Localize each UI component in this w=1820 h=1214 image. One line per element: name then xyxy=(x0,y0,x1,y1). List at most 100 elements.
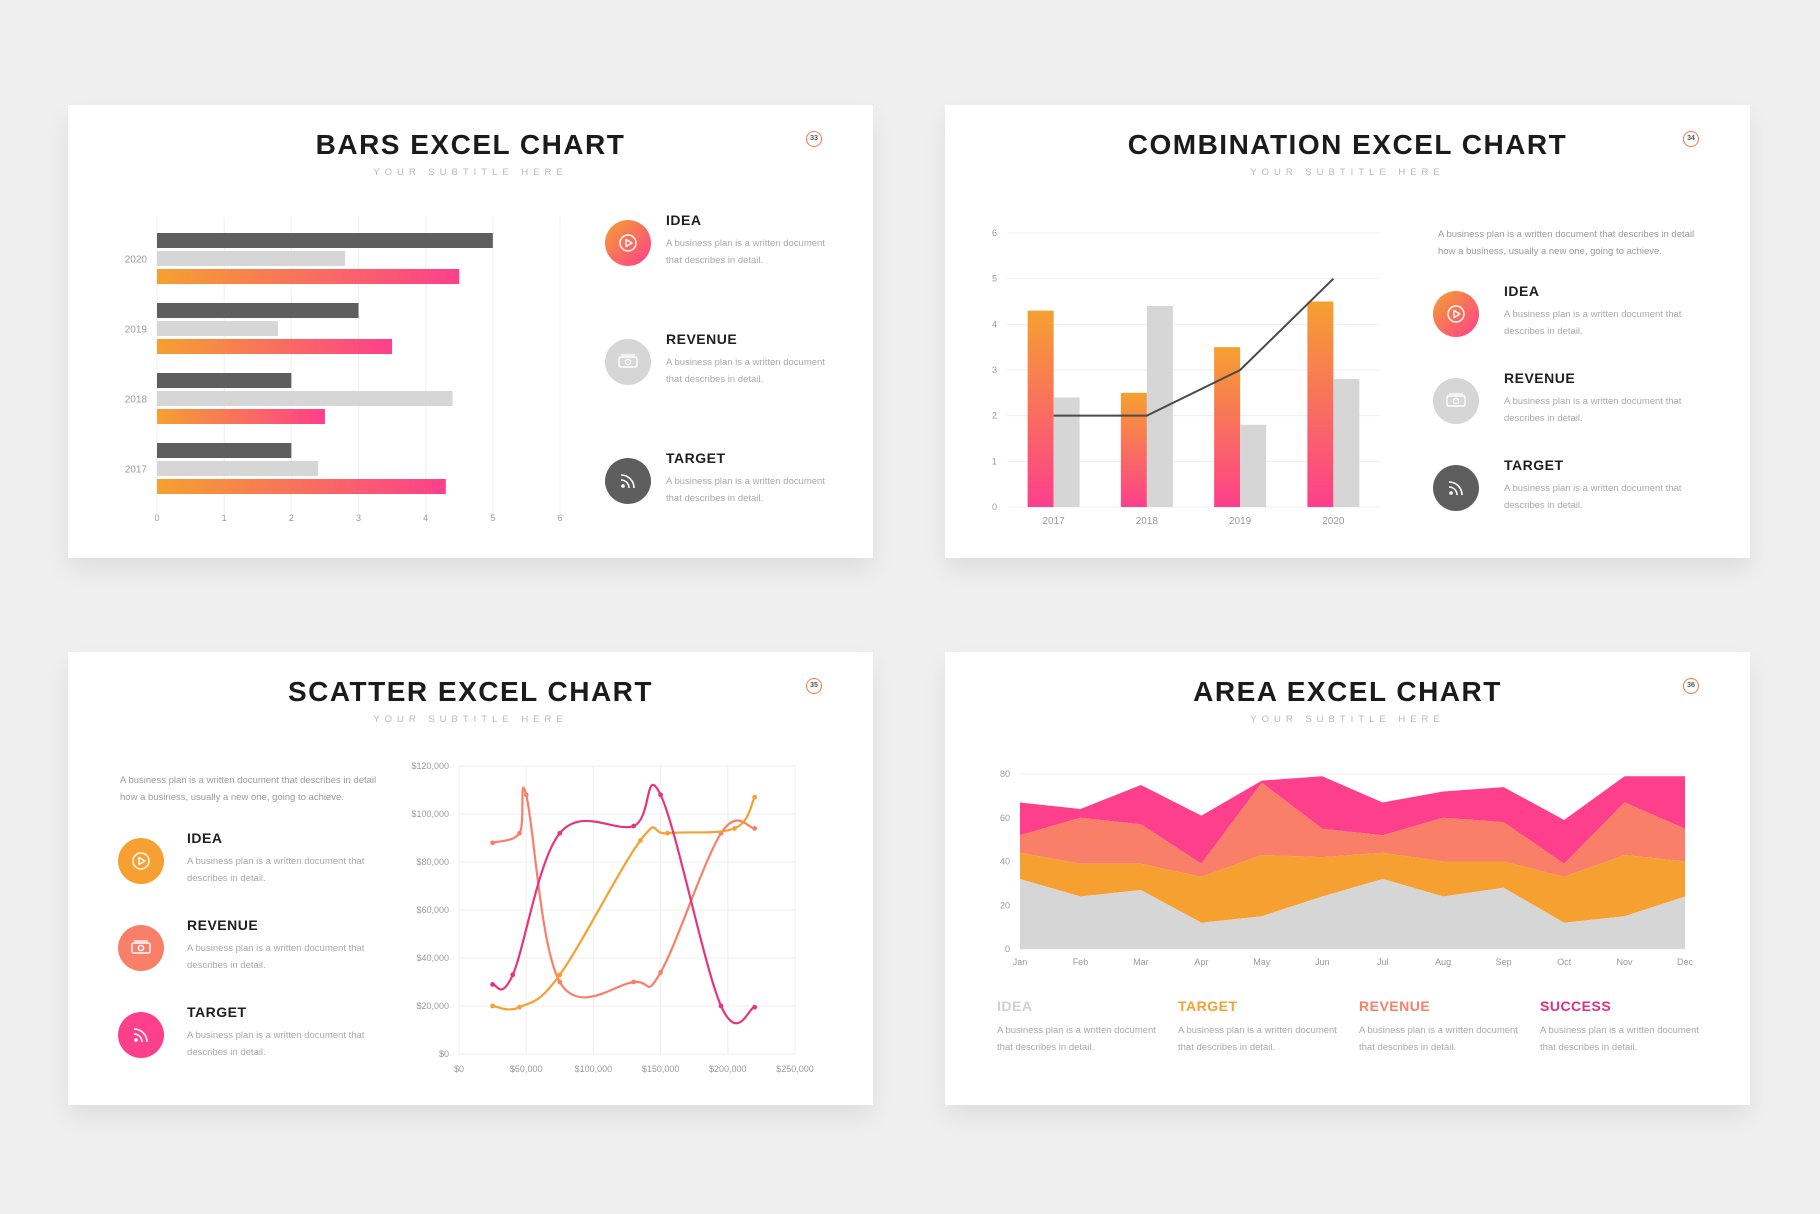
y-tick-label: $60,000 xyxy=(416,905,449,915)
legend-description: A business plan is a written document th… xyxy=(666,238,825,266)
x-tick-label: 5 xyxy=(490,513,495,523)
legend-title: TARGET xyxy=(187,1004,247,1020)
slide-subtitle: YOUR SUBTITLE HERE xyxy=(1250,714,1445,725)
x-tick-label: 2020 xyxy=(1322,516,1345,527)
bar xyxy=(1053,397,1080,507)
chart-description: A business plan is a written document th… xyxy=(1438,229,1695,257)
y-tick-label: 5 xyxy=(992,274,997,284)
y-tick-label: 2017 xyxy=(125,465,148,476)
x-tick-label: 2018 xyxy=(1136,516,1159,527)
page-number-badge: 33 xyxy=(806,131,822,147)
x-tick-label: Jun xyxy=(1315,957,1330,967)
rss-icon xyxy=(118,1012,164,1058)
slide-title: COMBINATION EXCEL CHART xyxy=(1127,129,1568,160)
data-point xyxy=(490,840,495,846)
bar xyxy=(1120,392,1147,507)
legend-description: A business plan is a written document th… xyxy=(1504,483,1682,511)
series-line xyxy=(492,784,756,1025)
x-tick-label: 2 xyxy=(289,513,294,523)
series-line xyxy=(1053,277,1335,417)
data-point xyxy=(752,826,758,831)
bars-chart: 0 1 2 3 4 5 6 2020 2019 2018 2017 xyxy=(125,217,563,523)
x-tick-label: Dec xyxy=(1677,957,1694,967)
x-tick-label: $50,000 xyxy=(510,1064,543,1074)
x-tick-label: Jan xyxy=(1013,957,1028,967)
slide-title: AREA EXCEL CHART xyxy=(1193,676,1502,707)
x-tick-label: Apr xyxy=(1194,957,1208,967)
x-tick-label: Sep xyxy=(1496,957,1512,967)
legend-title: IDEA xyxy=(997,998,1033,1014)
data-point xyxy=(490,1003,495,1009)
area-layer xyxy=(1020,782,1685,877)
x-tick-label: $100,000 xyxy=(575,1064,613,1074)
slide-title: BARS EXCEL CHART xyxy=(315,129,626,160)
page-number-badge: 35 xyxy=(806,678,822,694)
legend-description: A business plan is a written document th… xyxy=(1504,396,1682,424)
data-point xyxy=(658,970,663,975)
legend-title: REVENUE xyxy=(187,917,259,933)
legend-description: A business plan is a written document th… xyxy=(1540,1025,1699,1053)
x-tick-label: Nov xyxy=(1617,957,1634,967)
bar xyxy=(157,391,453,406)
data-point xyxy=(523,792,529,798)
data-point xyxy=(752,794,758,800)
bar xyxy=(157,373,292,388)
legend-title: IDEA xyxy=(187,830,223,846)
area-layer xyxy=(1020,879,1685,949)
data-point xyxy=(638,838,643,843)
data-point xyxy=(631,979,637,985)
y-tick-label: $20,000 xyxy=(416,1001,449,1011)
legend-description: A business plan is a written document th… xyxy=(1359,1025,1518,1053)
legend-description: A business plan is a written document th… xyxy=(666,476,825,504)
slide-subtitle: YOUR SUBTITLE HERE xyxy=(373,167,568,178)
bar xyxy=(1333,379,1360,507)
area-chart: 0 20 40 60 80 Jan Feb Mar Apr May Jun Jul Aug Sep Oct N… xyxy=(1000,769,1694,967)
legend-title: TARGET xyxy=(1504,457,1564,473)
x-tick-label: Oct xyxy=(1557,957,1572,967)
x-tick-label: $250,000 xyxy=(776,1064,814,1074)
rss-icon xyxy=(605,458,651,504)
data-point xyxy=(557,979,563,985)
bar xyxy=(1307,301,1334,507)
bar xyxy=(157,409,325,424)
chart-description: A business plan is a written document th… xyxy=(120,775,377,803)
legend-title: IDEA xyxy=(666,212,702,228)
y-tick-label: 3 xyxy=(992,365,997,375)
legend-description: A business plan is a written document th… xyxy=(187,856,365,884)
data-point xyxy=(517,1004,522,1010)
x-tick-label: 4 xyxy=(423,513,428,523)
y-tick-label: 2018 xyxy=(125,395,148,406)
legend-description: A business plan is a written document th… xyxy=(187,1030,365,1058)
y-tick-label: 0 xyxy=(992,502,997,512)
bar xyxy=(157,233,493,248)
legend-title: SUCCESS xyxy=(1540,998,1612,1014)
y-tick-label: $0 xyxy=(439,1049,449,1059)
y-tick-label: 40 xyxy=(1000,857,1010,867)
legend-description: A business plan is a written document th… xyxy=(666,357,825,385)
x-tick-label: 6 xyxy=(557,513,562,523)
bar xyxy=(157,251,346,266)
x-tick-label: Jul xyxy=(1377,957,1389,967)
bar xyxy=(1240,424,1267,507)
y-tick-label: 4 xyxy=(992,319,997,329)
x-tick-label: May xyxy=(1253,957,1271,967)
x-tick-label: 2017 xyxy=(1043,516,1066,527)
slide-title: SCATTER EXCEL CHART xyxy=(287,676,654,707)
series-line xyxy=(492,786,755,999)
data-point xyxy=(664,830,670,836)
y-tick-label: 2020 xyxy=(125,255,148,266)
play-icon xyxy=(118,838,164,884)
money-icon xyxy=(1433,378,1479,424)
data-point xyxy=(732,826,737,831)
page-number-badge: 36 xyxy=(1683,678,1699,694)
legend-title: TARGET xyxy=(1178,998,1238,1014)
y-tick-label: 2 xyxy=(992,411,997,421)
rss-icon xyxy=(1433,465,1479,511)
x-tick-label: Aug xyxy=(1435,957,1451,967)
y-tick-label: $40,000 xyxy=(416,953,449,963)
data-point xyxy=(718,1003,724,1009)
bar xyxy=(157,321,278,336)
y-tick-label: 6 xyxy=(992,228,997,238)
x-tick-label: Feb xyxy=(1073,957,1089,967)
y-tick-label: 1 xyxy=(992,456,997,466)
